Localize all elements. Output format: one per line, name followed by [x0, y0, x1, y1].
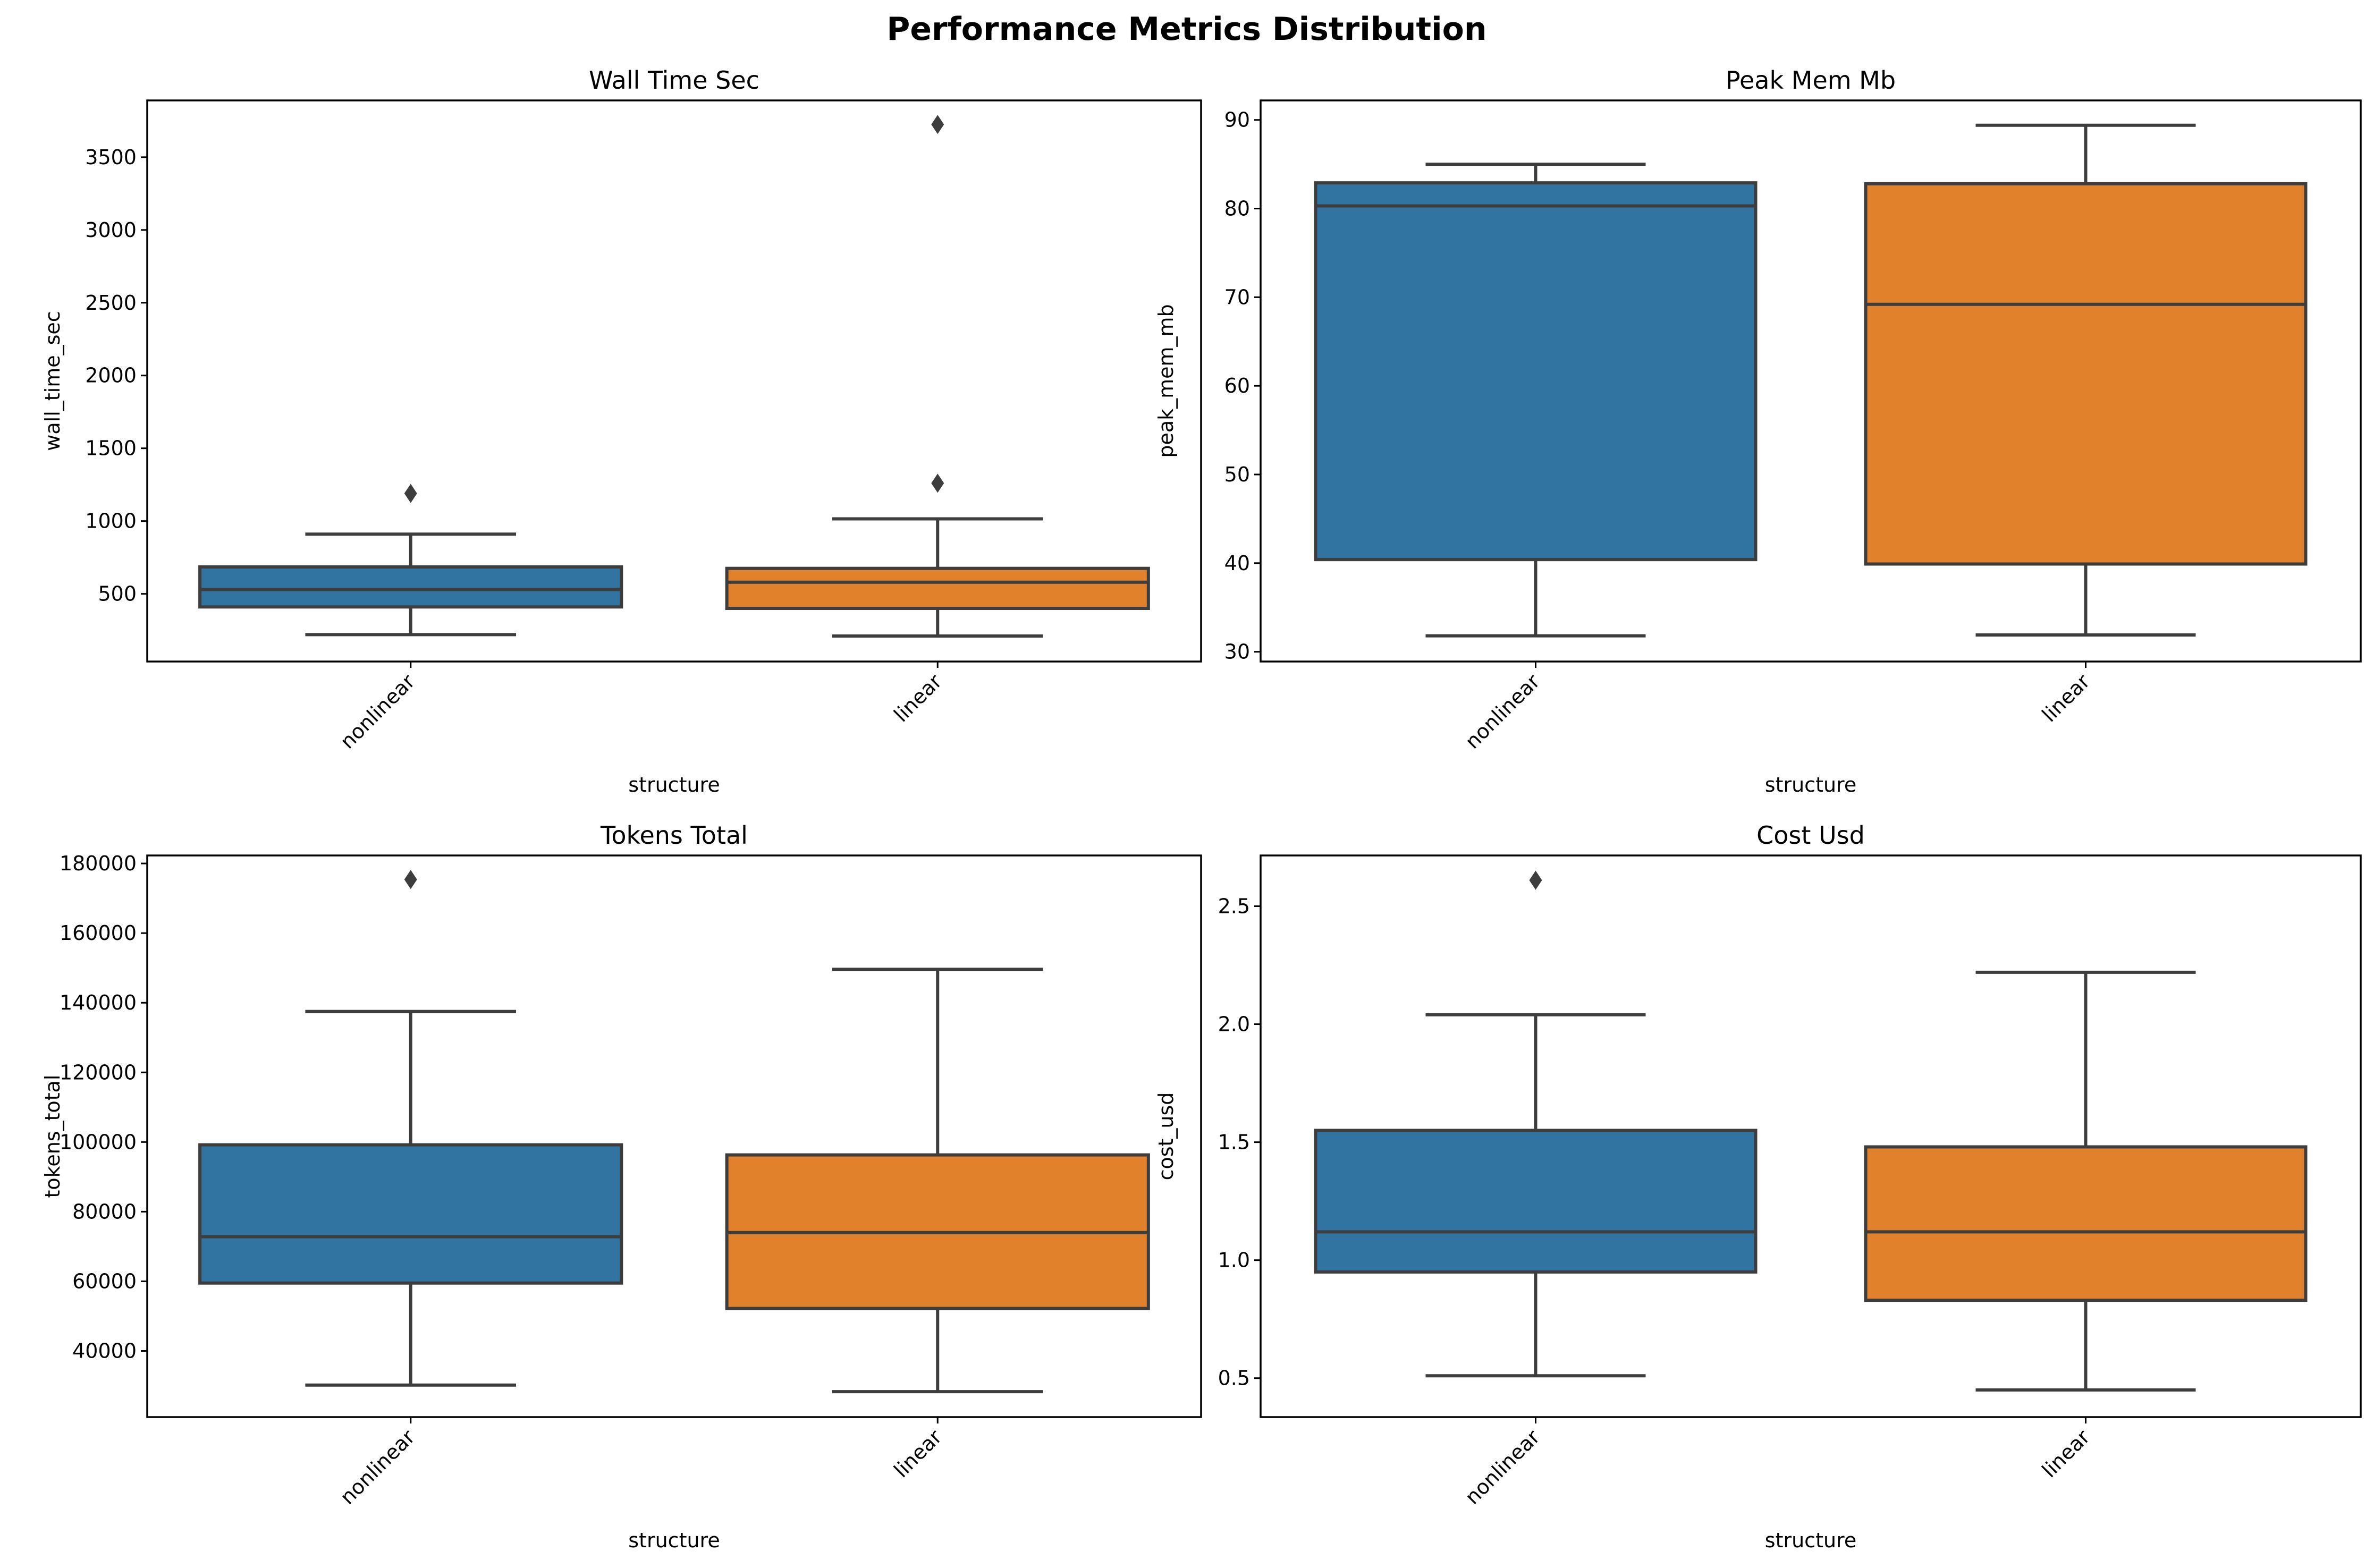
- plot-frame: [146, 854, 1202, 1418]
- y-tick-label: 2000: [85, 364, 137, 387]
- iqr-box: [1864, 1145, 2308, 1302]
- x-tick-label: nonlinear: [1460, 1425, 1544, 1509]
- y-tick-label: 2.0: [1218, 1013, 1250, 1036]
- box-linear: [725, 115, 1150, 638]
- y-axis-label: peak_mem_mb: [1154, 304, 1178, 457]
- y-axis-label: cost_usd: [1154, 1092, 1178, 1181]
- y-tick-label: 80: [1224, 197, 1250, 221]
- y-tick-label: 1.0: [1218, 1249, 1250, 1272]
- x-tick-label: linear: [2038, 669, 2094, 726]
- x-axis-label: structure: [1765, 1529, 1856, 1552]
- y-tick-label: 60000: [72, 1269, 137, 1293]
- iqr-box: [725, 566, 1150, 611]
- panel-0: Wall Time Sec 500 1000 1500 2000 2500 3000 3500…: [41, 66, 1202, 796]
- panel-title: Wall Time Sec: [589, 66, 759, 95]
- outlier-marker: [404, 484, 417, 503]
- x-tick-label: linear: [2038, 1425, 2094, 1482]
- panel-title: Tokens Total: [600, 821, 748, 850]
- iqr-box: [1864, 182, 2308, 566]
- y-tick-label: 0.5: [1218, 1367, 1250, 1390]
- y-tick-label: 90: [1224, 108, 1250, 132]
- x-axis-label: structure: [628, 773, 720, 796]
- x-tick-label: nonlinear: [1460, 669, 1544, 753]
- iqr-box: [198, 1143, 623, 1285]
- plot-frame: [146, 99, 1202, 663]
- box-linear: [1864, 123, 2308, 637]
- panel-title: Peak Mem Mb: [1726, 66, 1896, 95]
- panel-title: Cost Usd: [1756, 821, 1865, 850]
- x-axis-label: structure: [1765, 773, 1856, 796]
- box-nonlinear: [198, 870, 623, 1387]
- y-tick-label: 100000: [60, 1130, 137, 1154]
- y-tick-label: 3500: [85, 146, 137, 169]
- x-tick-label: nonlinear: [335, 669, 419, 753]
- x-axis-label: structure: [628, 1529, 720, 1552]
- y-axis-label: tokens_total: [41, 1075, 64, 1198]
- panel-3: Cost Usd 0.5 1.0 1.5 2.0 2.5 cost_usd nonlinear…: [1154, 821, 2362, 1552]
- outlier-marker: [404, 870, 417, 889]
- y-tick-label: 80000: [72, 1200, 137, 1223]
- y-tick-label: 70: [1224, 285, 1250, 309]
- x-tick-label: linear: [889, 669, 946, 726]
- iqr-box: [198, 565, 623, 609]
- y-tick-label: 1500: [85, 437, 137, 460]
- y-tick-label: 120000: [60, 1061, 137, 1084]
- outlier-marker: [931, 473, 944, 493]
- plot-frame: [1260, 99, 2362, 663]
- y-tick-label: 60: [1224, 374, 1250, 397]
- outlier-marker: [1529, 870, 1542, 890]
- outlier-marker: [931, 115, 944, 134]
- box-nonlinear: [198, 484, 623, 637]
- y-axis-label: wall_time_sec: [41, 311, 64, 451]
- y-tick-label: 2.5: [1218, 894, 1250, 918]
- y-tick-label: 140000: [60, 991, 137, 1014]
- x-tick-label: nonlinear: [335, 1425, 419, 1509]
- y-tick-label: 1000: [85, 510, 137, 533]
- box-nonlinear: [1314, 163, 1758, 638]
- y-tick-label: 3000: [85, 218, 137, 242]
- y-tick-label: 1.5: [1218, 1131, 1250, 1154]
- panel-2: Tokens Total 40000 60000 80000 100000 120000 1…: [41, 821, 1202, 1552]
- box-nonlinear: [1314, 870, 1758, 1378]
- y-tick-label: 30: [1224, 640, 1250, 664]
- y-tick-label: 500: [98, 582, 137, 606]
- y-tick-label: 2500: [85, 291, 137, 315]
- box-linear: [725, 968, 1150, 1394]
- y-tick-label: 40: [1224, 552, 1250, 575]
- box-linear: [1864, 970, 2308, 1392]
- plot-frame: [1260, 854, 2362, 1418]
- iqr-box: [1314, 1129, 1758, 1274]
- y-tick-label: 50: [1224, 463, 1250, 486]
- y-tick-label: 40000: [72, 1339, 137, 1362]
- y-tick-label: 180000: [60, 852, 137, 875]
- iqr-box: [1314, 181, 1758, 562]
- panel-1: Peak Mem Mb 30 40 50 60 70 80 90 peak_mem_mbnonl…: [1154, 66, 2362, 796]
- y-tick-label: 160000: [60, 921, 137, 945]
- x-tick-label: linear: [889, 1425, 946, 1482]
- figure-title: Performance Metrics Distribution: [886, 11, 1486, 48]
